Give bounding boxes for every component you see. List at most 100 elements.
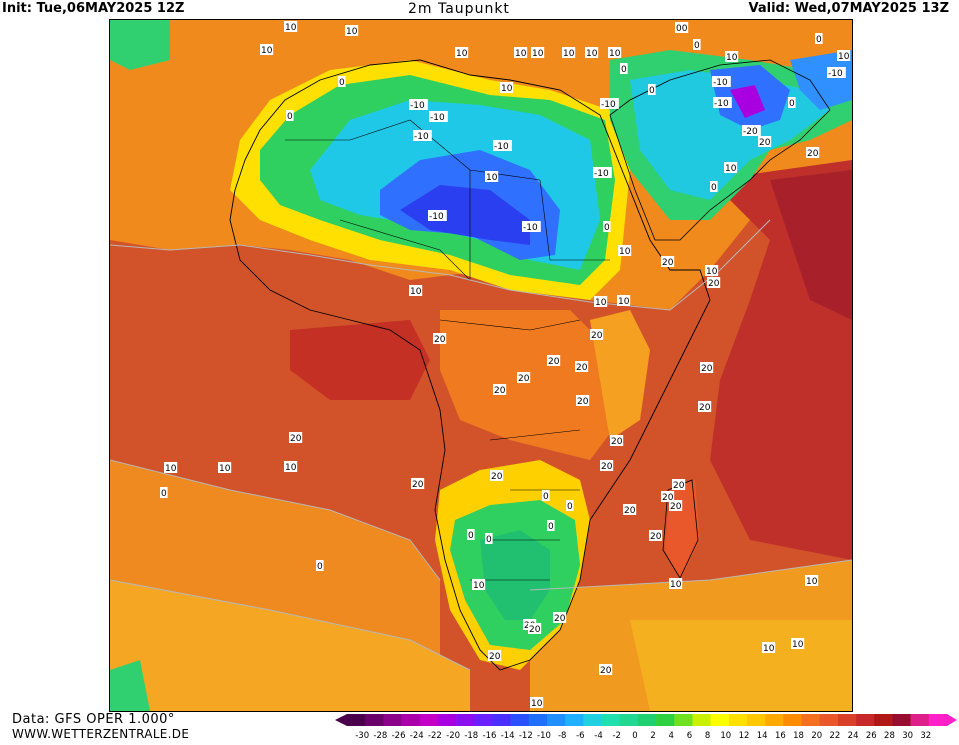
contour-label: 20 [517,372,531,384]
contour-label: 10 [608,47,622,59]
contour-label-text: 20 [290,434,302,444]
legend-swatch [856,714,875,726]
contour-label-text: -10 [594,169,609,179]
legend-swatch [419,714,439,726]
contour-label-text: 0 [287,112,293,122]
contour-label: 10 [585,47,599,59]
contour-label: 10 [562,47,576,59]
contour-label-text: 0 [486,535,492,545]
legend-tick-label: 0 [632,731,637,741]
contour-label: 10 [805,575,819,587]
contour-label-text: 10 [219,464,231,474]
contour-label: -20 [742,125,761,137]
legend-swatch [365,714,384,726]
contour-label: 20 [528,623,542,635]
contour-label: 10 [618,245,632,257]
contour-label-text: -10 [494,142,509,152]
legend-swatch [728,714,748,726]
contour-label: -10 [827,67,846,79]
contour-label-text: 0 [567,502,573,512]
legend-swatch [819,714,839,726]
contour-label-text: -10 [714,99,729,109]
contour-label-text: 20 [491,472,503,482]
legend-tick-label: 2 [650,731,655,741]
contour-label: 0 [788,97,796,109]
legend-swatch [456,714,475,726]
legend-swatch [710,714,730,726]
contour-label: 20 [610,435,624,447]
contour-label: 20 [433,333,447,345]
contour-label-text: 20 [591,331,603,341]
contour-label-text: 10 [763,644,775,654]
legend-tick-label: 16 [775,731,786,741]
contour-label: 0 [710,181,718,193]
contour-label: 20 [411,478,425,490]
contour-label-text: -10 [713,78,728,88]
contour-label-text: 20 [708,279,720,289]
contour-label: -10 [429,111,448,123]
contour-label: -10 [600,98,619,110]
contour-label: 20 [553,612,567,624]
color-legend: -30 -28 -26 -24 -22 -20 -18 -16 -14 -12 -10 -8 -6 -4-… [335,712,959,741]
contour-label: 10 [260,44,274,56]
contour-label-text: 20 [662,493,674,503]
contour-label: 0 [286,110,294,122]
website-label: WWW.WETTERZENTRALE.DE [12,727,190,741]
contour-label: 20 [599,664,613,676]
contour-label: 20 [707,277,721,289]
legend-tick-label: -26 [392,731,406,741]
legend-swatch [783,714,802,726]
contour-label-text: 00 [676,24,688,34]
contour-label-text: 10 [532,49,544,59]
contour-label: 20 [575,361,589,373]
contour-label: 10 [485,171,499,183]
legend-swatch [837,714,857,726]
contour-label: 0 [542,490,550,502]
contour-label: 0 [547,520,555,532]
contour-label: 20 [661,256,675,268]
legend-swatch [583,714,602,726]
valid-time-label: Valid: Wed,07MAY2025 13Z [748,1,949,16]
legend-tick-label: -28 [373,731,387,741]
contour-label: 20 [623,504,637,516]
legend-tick-label: 22 [829,731,840,741]
contour-label-text: 20 [494,386,506,396]
contour-label: 20 [661,491,675,503]
contour-label-text: 20 [434,335,446,345]
legend-tick-label: -16 [483,731,497,741]
legend-swatch [692,714,711,726]
legend-tick-label: 32 [920,731,931,741]
legend-swatch [437,714,457,726]
contour-label: -10 [593,167,612,179]
contour-label: 20 [493,384,507,396]
contour-label: 20 [600,460,614,472]
dewpoint-map[interactable]: 10 10 10 10 10 10 10 10 10 10 00 0 0 10 10 0 -10 -10 -10 -1… [109,19,853,712]
legend-swatch [765,714,784,726]
contour-label-text: 20 [600,666,612,676]
contour-label-text: -10 [601,100,616,110]
contour-label: 0 [566,500,574,512]
legend-tick-label: -4 [594,731,602,741]
contour-label: 10 [284,461,298,473]
contour-label-text: 20 [673,481,685,491]
contour-label: 10 [455,47,469,59]
contour-label-text: 10 [792,640,804,650]
legend-swatch [801,714,821,726]
legend-tick-label: -14 [501,731,515,741]
contour-label: 10 [345,25,359,37]
contour-label-text: 10 [619,247,631,257]
legend-tick-label: 26 [866,731,877,741]
contour-label: 20 [806,147,820,159]
legend-swatch [347,714,366,726]
contour-label: 0 [603,221,611,233]
contour-label: 10 [594,296,608,308]
contour-label-text: 10 [670,580,682,590]
contour-label: 00 [675,22,689,34]
legend-swatch [528,714,548,726]
contour-label-text: 0 [604,223,610,233]
contour-label-text: 20 [650,532,662,542]
contour-label-text: 20 [548,357,560,367]
contour-label: 10 [514,47,528,59]
contour-label-text: 20 [611,437,623,447]
legend-tick-label: -18 [464,731,478,741]
